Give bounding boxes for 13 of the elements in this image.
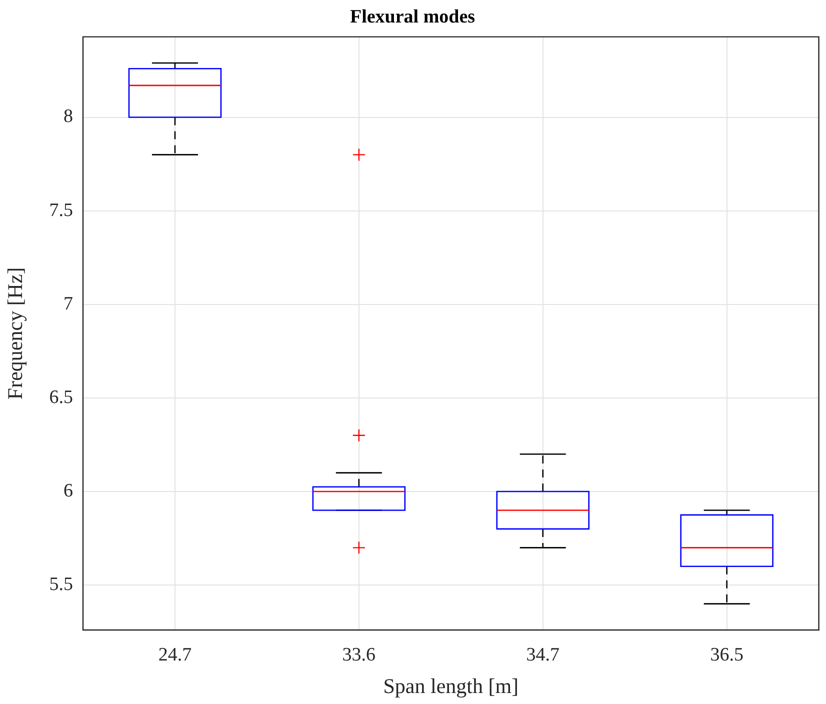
x-tick-label: 36.5 [710,644,744,666]
x-tick-label: 24.7 [158,644,192,666]
y-tick-label: 6 [64,480,73,502]
x-axis-title: Span length [m] [383,674,519,698]
x-tick-label: 33.6 [342,644,376,666]
y-tick-label: 8 [64,106,73,128]
y-axis-title: Frequency [Hz] [3,267,28,400]
x-tick-label: 34.7 [526,644,560,666]
y-tick-label: 7.5 [49,200,73,221]
y-tick-label: 5.5 [49,574,73,596]
y-tick-label: 7 [64,293,73,314]
chart-title: Flexural modes [350,6,476,28]
y-tick-label: 6.5 [49,386,73,408]
